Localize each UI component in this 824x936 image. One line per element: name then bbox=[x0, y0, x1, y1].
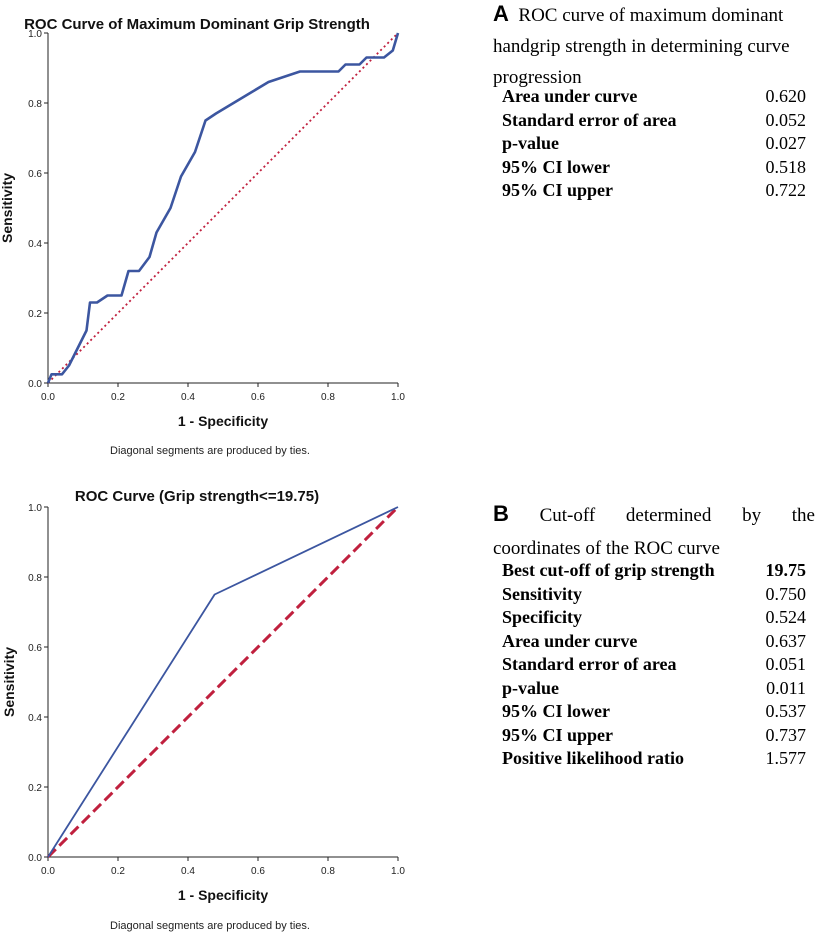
stats-value: 0.750 bbox=[765, 583, 807, 604]
chart-a-footnote: Diagonal segments are produced by ties. bbox=[110, 445, 310, 457]
chart-b-plot-area: 0.0 0.2 0.4 0.6 0.8 1.0 0.0 0.2 0.4 0.6 0.8 1.0 bbox=[28, 503, 405, 877]
x-tick-label: 0.2 bbox=[111, 866, 125, 877]
roc-curve-line bbox=[46, 32, 400, 384]
stats-row: p-value 0.027 bbox=[502, 132, 806, 156]
stats-value: 0.052 bbox=[765, 109, 807, 130]
y-tick-label: 0.6 bbox=[28, 643, 42, 654]
stats-label: p-value bbox=[502, 677, 560, 698]
stats-row: 95% CI lower 0.518 bbox=[502, 156, 806, 180]
stats-row: Sensitivity 0.750 bbox=[502, 583, 806, 607]
stats-value: 0.637 bbox=[765, 630, 807, 651]
y-tick-label: 0.4 bbox=[28, 239, 42, 250]
stats-label: Standard error of area bbox=[502, 654, 677, 675]
panel-b-caption-word1: Cut-off bbox=[539, 505, 596, 526]
stats-value: 0.737 bbox=[765, 724, 807, 745]
chart-a-title: ROC Curve of Maximum Dominant Grip Stren… bbox=[24, 16, 370, 33]
stats-label: Best cut-off of grip strength bbox=[502, 560, 715, 581]
stats-label: Area under curve bbox=[502, 630, 638, 651]
panel-b-caption-word4: the bbox=[791, 505, 815, 526]
roc-chart-b: ROC Curve (Grip strength<=19.75) 0.0 0.2 0… bbox=[1, 488, 405, 932]
x-tick-label: 1.0 bbox=[391, 392, 405, 403]
stats-value: 0.051 bbox=[765, 654, 807, 675]
x-tick-label: 1.0 bbox=[391, 866, 405, 877]
stats-row: 95% CI lower 0.537 bbox=[502, 700, 806, 724]
stats-row: Standard error of area 0.051 bbox=[502, 653, 806, 677]
x-tick-label: 0.8 bbox=[321, 392, 335, 403]
y-tick-label: 1.0 bbox=[28, 29, 42, 40]
roc-chart-a: ROC Curve of Maximum Dominant Grip Stren… bbox=[0, 16, 405, 457]
stats-label: 95% CI lower bbox=[502, 156, 610, 177]
stats-label: p-value bbox=[502, 133, 560, 154]
panel-b-caption-word2: determined bbox=[625, 505, 712, 526]
chart-a-plot-area: 0.0 0.2 0.4 0.6 0.8 1.0 0.0 0.2 0.4 0.6 0.8 1.0 bbox=[28, 29, 405, 403]
x-tick-label: 0.2 bbox=[111, 392, 125, 403]
stats-row: Area under curve 0.637 bbox=[502, 630, 806, 654]
panel-a-caption-line2: handgrip strength in determining curve bbox=[493, 36, 790, 57]
y-tick-label: 1.0 bbox=[28, 503, 42, 514]
roc-curve-line bbox=[47, 506, 399, 858]
stats-row: 95% CI upper 0.722 bbox=[502, 179, 806, 203]
chart-b-y-label: Sensitivity bbox=[1, 647, 17, 717]
x-tick-label: 0.4 bbox=[181, 866, 195, 877]
stats-value: 0.722 bbox=[765, 180, 807, 201]
panel-a-caption: A ROC curve of maximum dominant handgrip… bbox=[493, 0, 815, 91]
stats-value: 0.537 bbox=[765, 701, 807, 722]
stats-label: 95% CI lower bbox=[502, 701, 610, 722]
chart-b-x-label: 1 - Specificity bbox=[178, 887, 268, 903]
reference-diagonal-line bbox=[47, 32, 399, 384]
y-tick-label: 0.2 bbox=[28, 309, 42, 320]
y-tick-label: 0.6 bbox=[28, 169, 42, 180]
stats-label: Specificity bbox=[502, 607, 582, 628]
panel-b-caption-line2: coordinates of the ROC curve bbox=[493, 538, 720, 559]
stats-row: Positive likelihood ratio 1.577 bbox=[502, 747, 806, 771]
x-tick-label: 0.6 bbox=[251, 866, 265, 877]
stats-row: Area under curve 0.620 bbox=[502, 85, 806, 109]
stats-value: 0.524 bbox=[765, 607, 807, 628]
y-tick-label: 0.0 bbox=[28, 853, 42, 864]
x-tick-label: 0.0 bbox=[41, 866, 55, 877]
panel-b-caption-word3: by bbox=[742, 505, 762, 526]
stats-value: 0.027 bbox=[765, 133, 807, 154]
chart-a-y-label: Sensitivity bbox=[0, 173, 15, 243]
x-tick-label: 0.6 bbox=[251, 392, 265, 403]
stats-label: Positive likelihood ratio bbox=[502, 748, 684, 769]
y-tick-label: 0.8 bbox=[28, 99, 42, 110]
stats-row: 95% CI upper 0.737 bbox=[502, 724, 806, 748]
chart-b-footnote: Diagonal segments are produced by ties. bbox=[110, 920, 310, 932]
stats-label: Area under curve bbox=[502, 86, 638, 107]
panel-a-caption-line1: ROC curve of maximum dominant bbox=[518, 5, 784, 26]
stats-value: 1.577 bbox=[765, 748, 807, 769]
chart-a-x-label: 1 - Specificity bbox=[178, 413, 268, 429]
x-tick-label: 0.0 bbox=[41, 392, 55, 403]
stats-row: Best cut-off of grip strength 19.75 bbox=[502, 559, 806, 583]
y-tick-label: 0.0 bbox=[28, 379, 42, 390]
panel-b-stats-table: Best cut-off of grip strength 19.75 Sensit… bbox=[502, 559, 806, 771]
y-tick-label: 0.4 bbox=[28, 713, 42, 724]
x-tick-label: 0.4 bbox=[181, 392, 195, 403]
stats-row: Specificity 0.524 bbox=[502, 606, 806, 630]
panel-a-letter: A bbox=[493, 1, 509, 26]
stats-row: Standard error of area 0.052 bbox=[502, 109, 806, 133]
stats-label: Standard error of area bbox=[502, 109, 677, 130]
panel-b-letter: B bbox=[493, 501, 509, 526]
panel-a-caption-line3: progression bbox=[493, 67, 582, 88]
stats-value: 19.75 bbox=[765, 560, 807, 581]
stats-label: 95% CI upper bbox=[502, 180, 614, 201]
stats-label: 95% CI upper bbox=[502, 724, 614, 745]
y-tick-label: 0.8 bbox=[28, 573, 42, 584]
stats-value: 0.620 bbox=[765, 86, 807, 107]
y-tick-label: 0.2 bbox=[28, 783, 42, 794]
stats-row: p-value 0.011 bbox=[502, 677, 806, 701]
stats-value: 0.011 bbox=[766, 677, 806, 698]
stats-label: Sensitivity bbox=[502, 583, 583, 604]
chart-b-title: ROC Curve (Grip strength<=19.75) bbox=[75, 488, 319, 505]
panel-a-stats-table: Area under curve 0.620 Standard error of a… bbox=[502, 85, 806, 203]
stats-value: 0.518 bbox=[765, 156, 807, 177]
reference-diagonal-line bbox=[46, 505, 400, 859]
x-tick-label: 0.8 bbox=[321, 866, 335, 877]
panel-b-caption: B Cut-off determined by the coordinates … bbox=[493, 500, 815, 562]
